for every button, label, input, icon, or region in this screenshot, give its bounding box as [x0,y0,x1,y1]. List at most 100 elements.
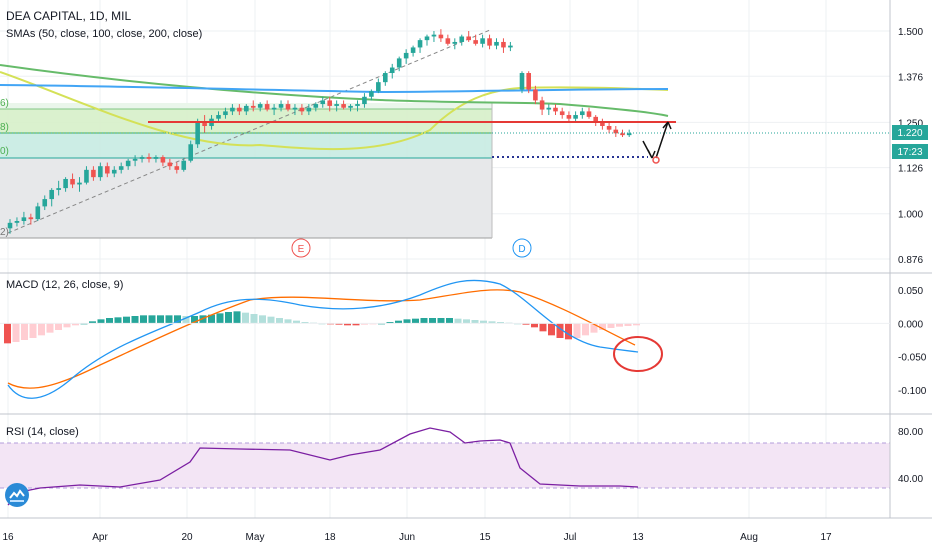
fib-label-1: 6) [0,98,9,109]
candle-body [77,182,82,185]
candlestick-series [7,29,632,234]
candle-body [473,40,478,44]
candle-body [63,178,68,189]
price-tick-label: 1.376 [898,72,923,83]
candle-body [613,129,619,134]
candle-body [606,126,612,130]
candle-body [299,107,305,112]
macd-histogram-bar [420,318,428,324]
svg-text:17:23: 17:23 [897,147,922,158]
macd-histogram-bar [250,314,258,324]
rsi-line [7,427,639,506]
macd-histogram-bar [267,316,275,324]
candle-body [153,157,159,159]
macd-histogram-bar [471,320,479,324]
macd-histogram-bar [89,321,96,324]
time-tick-label: Apr [92,532,108,543]
macd-histogram-bar [72,323,79,326]
fib-label-4: 2) [0,227,9,238]
tradingview-logo-icon[interactable] [5,483,29,507]
macd-histogram-bar [565,323,572,340]
candle-body [132,158,138,161]
macd-histogram-bar [29,323,37,338]
chart-grid [0,0,890,518]
candle-body [264,104,270,110]
time-tick-label: 16 [2,532,14,543]
event-marker-earnings[interactable]: E [291,238,311,258]
candle-body [160,157,166,163]
countdown-tag: 17:23 [892,144,928,159]
candle-body [70,178,75,185]
candle-body [501,41,506,48]
candle-body [580,111,585,116]
current-price-tag: 1.220 [892,125,928,140]
macd-histogram-bar [21,323,28,340]
time-tick-label: 15 [479,532,491,543]
candle-body [285,104,291,110]
trend-line[interactable] [7,29,491,234]
macd-legend[interactable]: MACD (12, 26, close, 9) [6,279,124,291]
rsi-axis[interactable]: 80.00 40.00 [898,427,923,485]
candle-body [91,169,96,178]
candle-body [84,169,89,183]
candle-body [494,41,499,46]
candle-body [438,34,444,39]
macd-histogram-bar [344,323,351,326]
candle-body [445,38,451,44]
macd-histogram-bar [429,318,436,324]
macd-histogram-bar [590,323,598,333]
candle-body [244,105,249,112]
candle-body [480,38,485,44]
symbol-exchange: MIL [111,9,132,23]
candle-body [566,115,572,119]
candle-body [14,221,20,223]
macd-histogram-bar [607,323,615,328]
candle-body [7,222,13,229]
candle-body [174,166,180,170]
candle-body [188,144,193,161]
macd-histogram-bar [480,320,487,324]
macd-axis[interactable]: 0.050 0.000 -0.050 -0.100 [0,286,927,397]
macd-histogram-bar [12,323,20,342]
candle-body [546,107,552,110]
macd-annotation-circle[interactable] [613,336,663,372]
candle-body [341,104,346,108]
macd-histogram-bar [386,322,394,324]
price-axis[interactable]: 0.876 1.000 1.126 1.250 1.376 1.500 [898,27,923,266]
candle-body [362,96,367,105]
rsi-band [0,443,890,488]
macd-tick-label: -0.100 [898,386,927,397]
sma-legend[interactable]: SMAs (50, close, 100, close, 200, close) [6,28,203,40]
macd-histogram-bar [352,323,360,326]
candle-body [202,122,207,126]
time-tick-label: May [246,532,265,543]
candle-body [146,157,152,159]
event-marker-dividend[interactable]: D [512,238,532,258]
candle-body [250,105,256,108]
macd-histogram-bar [276,318,283,324]
macd-line [7,279,639,399]
candle-body [42,199,48,207]
candle-body [487,38,492,46]
macd-histogram-bar [140,315,147,324]
macd-histogram-bar [106,318,113,324]
candle-body [98,166,103,178]
candle-body [539,100,545,110]
price-tick-label: 1.250 [898,118,923,129]
candle-body [313,104,319,108]
candle-body [56,188,61,190]
time-tick-label: Jun [399,532,415,543]
macd-histogram-bar [55,323,62,330]
macd-histogram-bar [284,319,292,324]
rsi-legend[interactable]: RSI (14, close) [6,426,79,438]
fibonacci-retracement[interactable] [0,103,493,239]
projection-arrows[interactable] [642,121,672,159]
candle-body [424,36,430,41]
macd-histogram-bar [174,315,181,324]
candle-body [403,52,409,59]
time-axis[interactable]: 16 Apr 20 May 18 Jun 15 Jul 13 Aug 17 [2,532,832,543]
sma-50-line [0,71,669,151]
macd-histogram-bar [63,323,71,328]
time-tick-label: 20 [181,532,193,543]
